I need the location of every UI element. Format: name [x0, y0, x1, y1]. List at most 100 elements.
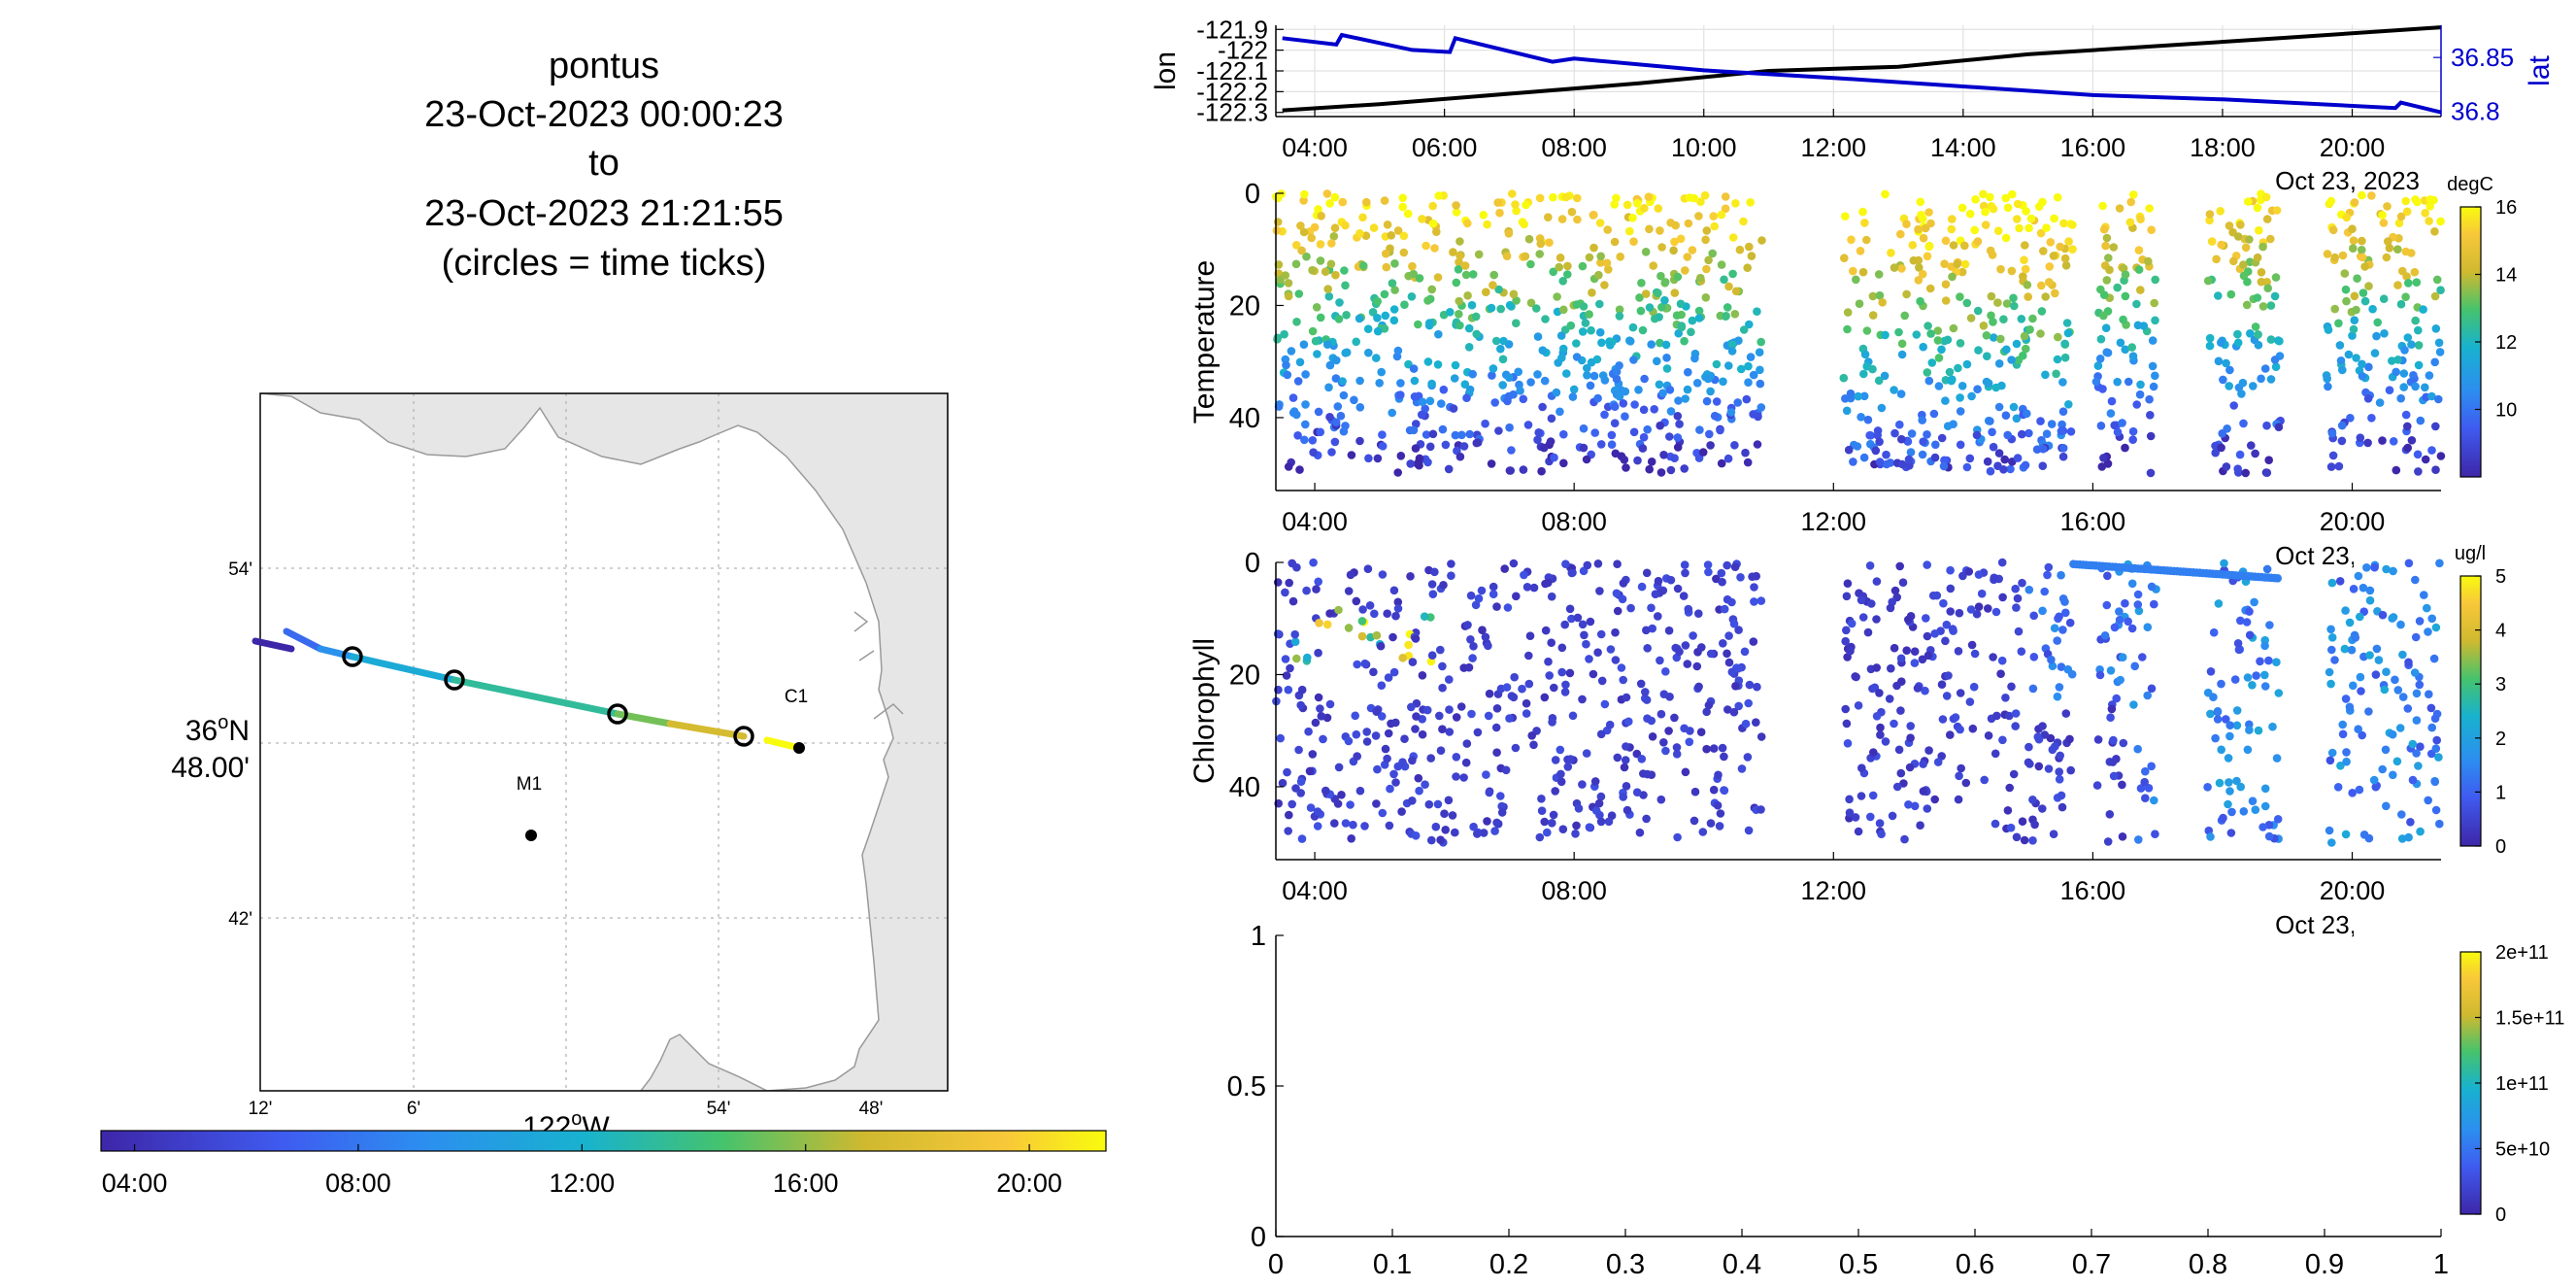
chl-point — [1529, 740, 1538, 750]
chl-point — [1321, 786, 1330, 796]
chl-point — [1734, 701, 1743, 711]
temp-point — [1481, 419, 1489, 428]
chl-point — [1590, 777, 1600, 786]
colorbar-tick-label: 1 — [2495, 782, 2506, 803]
chl-point — [1438, 725, 1447, 733]
chl-point — [1892, 681, 1901, 691]
chl-point — [2232, 721, 2242, 730]
temp-point — [2342, 213, 2352, 222]
temp-point — [2241, 243, 2251, 253]
chl-point — [1872, 615, 1881, 624]
chl-point — [1383, 609, 1391, 618]
temp-point — [1334, 315, 1344, 323]
temp-point — [1593, 393, 1602, 403]
chl-point — [2057, 791, 2066, 800]
chl-point — [1643, 769, 1652, 779]
temp-point — [1311, 336, 1321, 346]
temp-point — [1924, 322, 1932, 330]
chl-point — [1872, 663, 1881, 672]
temp-point — [1956, 440, 1965, 450]
temp-point — [2012, 414, 2022, 424]
time-colorbar-bar — [100, 1130, 1107, 1152]
temp-point — [1495, 208, 1504, 218]
temp-point — [1439, 385, 1449, 394]
temp-point — [1455, 252, 1464, 260]
temp-point — [2021, 241, 2029, 250]
temp-point — [2352, 354, 2360, 362]
temp-point — [2136, 215, 2145, 223]
chl-point — [2356, 612, 2364, 622]
temp-point — [1702, 264, 1711, 274]
x-tick-label: 16:00 — [2060, 133, 2126, 162]
temp-point — [2013, 215, 2022, 223]
x-tick-label: 04:00 — [1282, 876, 1348, 905]
chl-point — [1896, 654, 1906, 663]
track-time-tick — [733, 726, 754, 747]
temp-point — [1640, 204, 1649, 213]
temp-point — [1342, 311, 1351, 320]
chl-point — [2430, 777, 2440, 787]
temp-point — [1937, 433, 1947, 443]
temp-point — [2018, 429, 2026, 439]
chl-point — [2411, 575, 2420, 585]
temp-point — [2036, 228, 2046, 238]
y-tick-label: 20 — [1229, 290, 1260, 322]
temp-point — [1393, 468, 1402, 477]
x-tick-label: 08:00 — [1541, 133, 1607, 162]
temp-point — [1327, 239, 1336, 248]
colorbar-tick-label: 16 — [2495, 197, 2517, 219]
temp-point — [2066, 427, 2076, 436]
chl-point — [2147, 582, 2157, 592]
temp-point — [1455, 237, 1464, 246]
temp-point — [1396, 390, 1405, 399]
chl-point — [2341, 830, 2351, 839]
chl-point — [2248, 797, 2258, 805]
chl-point — [1689, 631, 1697, 640]
chl-point — [1857, 792, 1866, 800]
chl-point — [1278, 778, 1288, 788]
temp-point — [1595, 299, 1604, 309]
temp-point — [2350, 316, 2359, 325]
chl-colorbar-label: ug/l — [2455, 543, 2486, 564]
temp-point — [1676, 234, 1686, 244]
chl-point — [2030, 820, 2039, 830]
chl-point — [1524, 679, 1534, 689]
chl-point — [1613, 606, 1623, 616]
temp-point — [2098, 385, 2107, 393]
temp-point — [2219, 375, 2227, 385]
temp-point — [1300, 189, 1309, 199]
chl-point — [2115, 615, 2124, 625]
chl-point — [1941, 636, 1950, 646]
temp-point — [1433, 273, 1443, 282]
temp-point — [1583, 371, 1591, 380]
temp-point — [1387, 231, 1396, 240]
temp-point — [1855, 299, 1864, 309]
x-tick-label: 16:00 — [2060, 507, 2126, 536]
temp-point — [1417, 410, 1426, 420]
temp-point — [2151, 371, 2159, 381]
temp-point — [1398, 193, 1407, 203]
chl-point — [2118, 780, 2126, 790]
colorbar-tick-label: 2e+11 — [2495, 942, 2549, 964]
temp-point — [1295, 357, 1305, 367]
chl-point — [2147, 762, 2156, 771]
chl-point — [1706, 819, 1716, 828]
temp-point — [1452, 208, 1461, 217]
temp-point — [2146, 468, 2156, 478]
chl-point — [1422, 705, 1432, 715]
temp-point — [2436, 286, 2445, 295]
chl-point — [1890, 643, 1899, 653]
chl-point — [2245, 630, 2255, 640]
temp-point — [2326, 196, 2336, 206]
chl-point — [1727, 667, 1737, 677]
temp-point — [2121, 291, 2130, 301]
temp-point — [1432, 227, 1441, 236]
temp-point — [1753, 440, 1762, 449]
temp-point — [1633, 199, 1642, 208]
chl-point — [1306, 803, 1316, 812]
temp-point — [1987, 202, 1996, 211]
chl-point — [1852, 672, 1860, 682]
temp-point — [2037, 281, 2046, 290]
temp-point — [1973, 306, 1983, 316]
chl-point — [2382, 667, 2391, 676]
